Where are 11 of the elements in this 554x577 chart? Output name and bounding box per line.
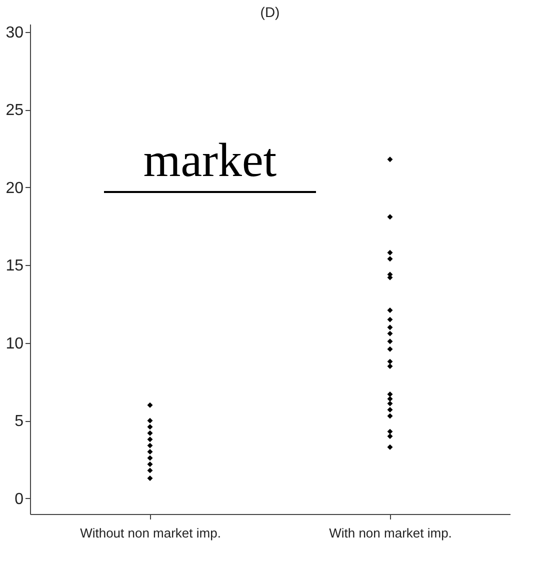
annotation: market xyxy=(143,134,278,187)
y-tick-label: 15 xyxy=(6,258,24,275)
x-tick-label: Without non market imp. xyxy=(80,526,221,540)
chart-title: (D) xyxy=(260,4,280,20)
y-tick-label: 10 xyxy=(6,335,24,352)
y-tick-label: 5 xyxy=(14,413,24,430)
y-tick-label: 0 xyxy=(14,490,24,508)
y-tick-label: 25 xyxy=(6,102,24,120)
y-tick-label: 20 xyxy=(6,180,24,197)
y-tick-label: 30 xyxy=(6,24,24,42)
x-tick-label: With non market imp. xyxy=(329,526,452,540)
